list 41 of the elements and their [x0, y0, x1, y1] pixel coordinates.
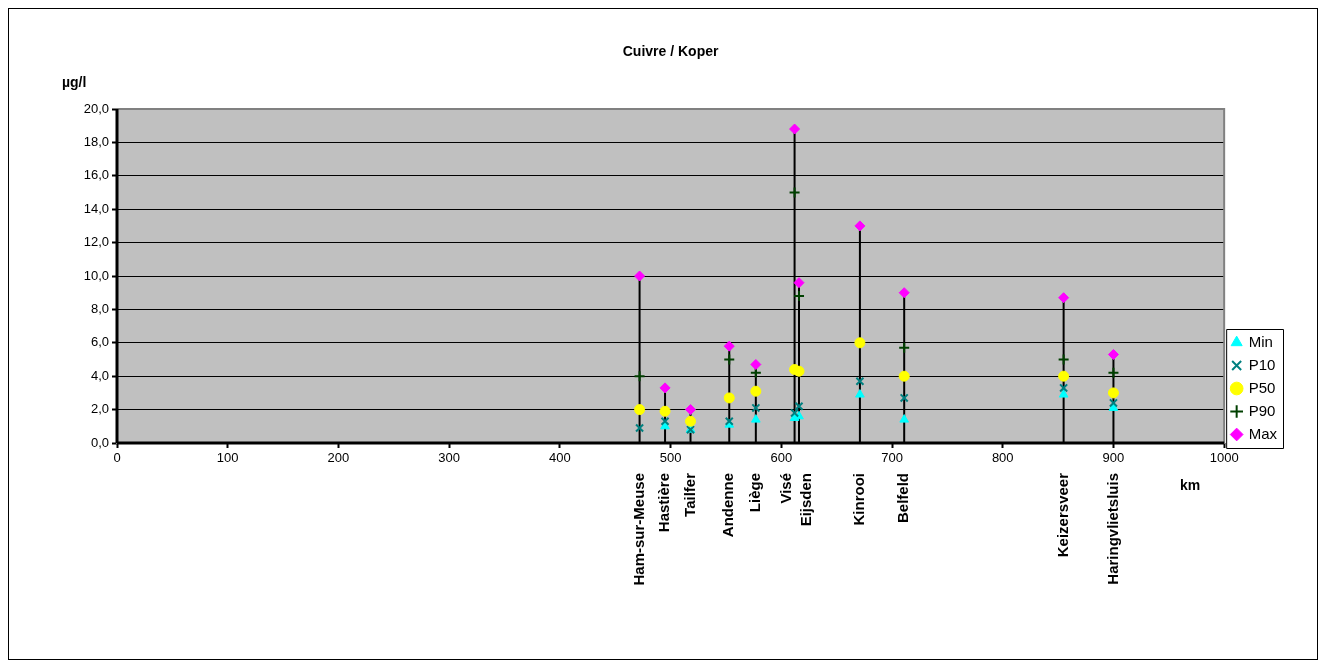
legend-label: P10: [1248, 355, 1276, 373]
y-tick-label: 20,0: [83, 100, 109, 116]
y-tick-label: 8,0: [90, 300, 109, 316]
legend-label: P90: [1248, 401, 1276, 419]
y-tick-label: 10,0: [83, 267, 109, 283]
x-tick-label: 0: [113, 450, 121, 466]
x-tick-label: 800: [991, 450, 1014, 466]
y-tick-label: 12,0: [83, 234, 109, 250]
y-tick-label: 16,0: [83, 167, 109, 183]
y-tick-label: 6,0: [90, 334, 109, 350]
y-tick-label: 0,0: [90, 434, 109, 450]
x-tick-label: 400: [549, 450, 571, 466]
legend-label: Min: [1248, 332, 1273, 350]
x-tick-label: 1000: [1209, 450, 1239, 466]
text: Belfeld: [894, 473, 912, 524]
text: Hastière: [655, 473, 673, 533]
text: Kinrooi: [850, 473, 868, 526]
x-axis-title: km: [1179, 476, 1201, 493]
x-tick-label: 900: [1102, 450, 1125, 466]
y-tick-label: 2,0: [90, 401, 109, 417]
x-tick-label: 100: [216, 450, 239, 466]
text: Andenne: [719, 473, 737, 538]
y-tick-label: 18,0: [83, 133, 109, 149]
text: Keizersveer: [1053, 472, 1071, 558]
x-tick-label: 200: [327, 450, 350, 466]
text: Eijsden: [797, 473, 815, 527]
chart-title: Cuivre / Koper: [622, 42, 719, 59]
x-tick-label: 700: [881, 450, 903, 466]
x-tick-label: 600: [770, 450, 793, 466]
y-tick-label: 4,0: [90, 367, 109, 383]
legend-label: P50: [1248, 378, 1276, 396]
text: Liège: [745, 473, 763, 513]
y-axis-title: µg/l: [62, 73, 87, 90]
x-tick-label: 300: [438, 450, 460, 466]
text: Visé: [776, 473, 794, 504]
y-tick-label: 14,0: [83, 200, 109, 216]
x-tick-label: 500: [659, 450, 682, 466]
legend-label: Max: [1248, 424, 1278, 442]
text: Tailfer: [680, 472, 698, 517]
text: Haringvlietsluis: [1103, 473, 1121, 585]
text: Ham-sur-Meuse: [629, 473, 647, 586]
